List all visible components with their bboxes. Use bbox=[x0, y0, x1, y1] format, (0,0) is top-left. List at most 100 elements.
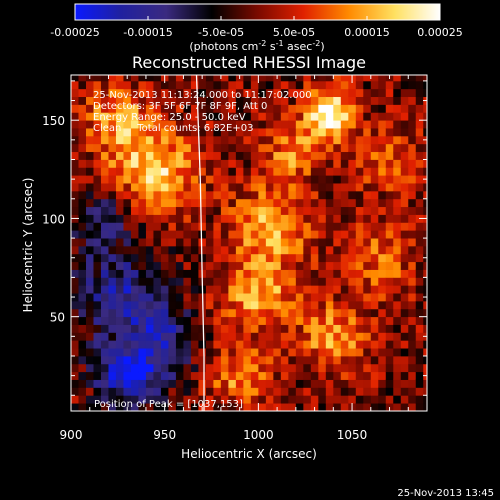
heatmap-cell bbox=[415, 379, 424, 388]
heatmap-cell bbox=[273, 395, 282, 404]
heatmap-cell bbox=[393, 238, 402, 247]
heatmap-cell bbox=[288, 348, 297, 357]
heatmap-cell bbox=[393, 167, 402, 176]
heatmap-cell bbox=[220, 135, 229, 145]
heatmap-cell bbox=[190, 355, 199, 365]
heatmap-cell bbox=[100, 348, 109, 357]
heatmap-cell bbox=[138, 238, 147, 247]
heatmap-cell bbox=[325, 135, 334, 145]
heatmap-cell bbox=[363, 269, 372, 278]
heatmap-cell bbox=[393, 340, 402, 349]
heatmap-cell bbox=[288, 403, 297, 411]
heatmap-cell bbox=[348, 183, 357, 192]
heatmap-cell bbox=[78, 355, 87, 365]
heatmap-cell bbox=[160, 183, 169, 192]
heatmap-cell bbox=[123, 316, 132, 325]
heatmap-cell bbox=[130, 135, 139, 145]
heatmap-cell bbox=[423, 308, 427, 318]
heatmap-cell bbox=[415, 104, 424, 113]
heatmap-cell bbox=[243, 190, 252, 200]
heatmap-cell bbox=[423, 112, 427, 121]
heatmap-cell bbox=[243, 143, 252, 153]
heatmap-cell bbox=[138, 355, 147, 365]
heatmap-cell bbox=[145, 253, 154, 263]
heatmap-cell bbox=[370, 277, 379, 286]
heatmap-cell bbox=[348, 293, 357, 302]
heatmap-cell bbox=[273, 340, 282, 349]
heatmap-cell bbox=[198, 363, 207, 373]
heatmap-cell bbox=[318, 159, 327, 168]
heatmap-cell bbox=[303, 300, 312, 310]
heatmap-cell bbox=[273, 230, 282, 239]
heatmap-cell bbox=[168, 104, 177, 113]
heatmap-cell bbox=[190, 151, 199, 160]
heatmap-cell bbox=[340, 135, 349, 145]
heatmap-cell bbox=[408, 379, 417, 388]
heatmap-cell bbox=[190, 245, 199, 255]
heatmap-cell bbox=[93, 332, 102, 341]
heatmap-cell bbox=[160, 128, 169, 137]
heatmap-cell bbox=[423, 238, 427, 247]
heatmap-cell bbox=[408, 159, 417, 168]
heatmap-cell bbox=[423, 198, 427, 208]
heatmap-cell bbox=[78, 324, 87, 333]
heatmap-cell bbox=[303, 167, 312, 176]
heatmap-cell bbox=[280, 159, 289, 168]
heatmap-cell bbox=[78, 80, 87, 90]
heatmap-cell bbox=[213, 135, 222, 145]
heatmap-cell bbox=[363, 120, 372, 129]
heatmap-cell bbox=[78, 379, 87, 388]
heatmap-cell bbox=[183, 112, 192, 121]
heatmap-cell bbox=[198, 135, 207, 145]
heatmap-cell bbox=[228, 348, 237, 357]
heatmap-cell bbox=[205, 332, 214, 341]
heatmap-cell bbox=[108, 253, 117, 263]
heatmap-cell bbox=[310, 379, 319, 388]
heatmap-cell bbox=[153, 277, 162, 286]
heatmap-cell bbox=[93, 230, 102, 239]
heatmap-cell bbox=[340, 128, 349, 137]
heatmap-cell bbox=[333, 128, 342, 137]
heatmap-cell bbox=[370, 128, 379, 137]
heatmap-cell bbox=[198, 190, 207, 200]
heatmap-cell bbox=[318, 355, 327, 365]
heatmap-cell bbox=[85, 198, 94, 208]
heatmap-cell bbox=[235, 104, 244, 113]
heatmap-cell bbox=[138, 332, 147, 341]
heatmap-cell bbox=[408, 88, 417, 98]
heatmap-cell bbox=[228, 316, 237, 325]
heatmap-cell bbox=[378, 277, 387, 286]
heatmap-cell bbox=[303, 214, 312, 223]
heatmap-cell bbox=[423, 120, 427, 129]
heatmap-cell bbox=[175, 112, 184, 121]
heatmap-cell bbox=[198, 395, 207, 404]
heatmap-cell bbox=[220, 75, 229, 82]
heatmap-cell bbox=[303, 332, 312, 341]
heatmap-cell bbox=[145, 183, 154, 192]
heatmap-cell bbox=[325, 159, 334, 168]
heatmap-cell bbox=[115, 387, 124, 396]
heatmap-cell bbox=[168, 387, 177, 396]
heatmap-cell bbox=[348, 206, 357, 215]
heatmap-cell bbox=[138, 363, 147, 373]
colorbar-tick-label: 0.00015 bbox=[344, 26, 390, 39]
heatmap-cell bbox=[333, 238, 342, 247]
heatmap-cell bbox=[123, 332, 132, 341]
heatmap-cell bbox=[348, 151, 357, 160]
heatmap-cell bbox=[78, 395, 87, 404]
heatmap-cell bbox=[258, 363, 267, 373]
heatmap-cell bbox=[168, 355, 177, 365]
heatmap-cell bbox=[265, 120, 274, 129]
heatmap-cell bbox=[190, 214, 199, 223]
heatmap-cell bbox=[318, 167, 327, 176]
heatmap-cell bbox=[228, 261, 237, 270]
heatmap-cell bbox=[130, 198, 139, 208]
heatmap-cell bbox=[348, 104, 357, 113]
heatmap-cell bbox=[78, 308, 87, 318]
heatmap-cell bbox=[303, 308, 312, 318]
heatmap-cell bbox=[123, 135, 132, 145]
heatmap-cell bbox=[400, 198, 409, 208]
heatmap-cell bbox=[385, 167, 394, 176]
heatmap-cell bbox=[385, 175, 394, 184]
heatmap-cell bbox=[160, 285, 169, 294]
